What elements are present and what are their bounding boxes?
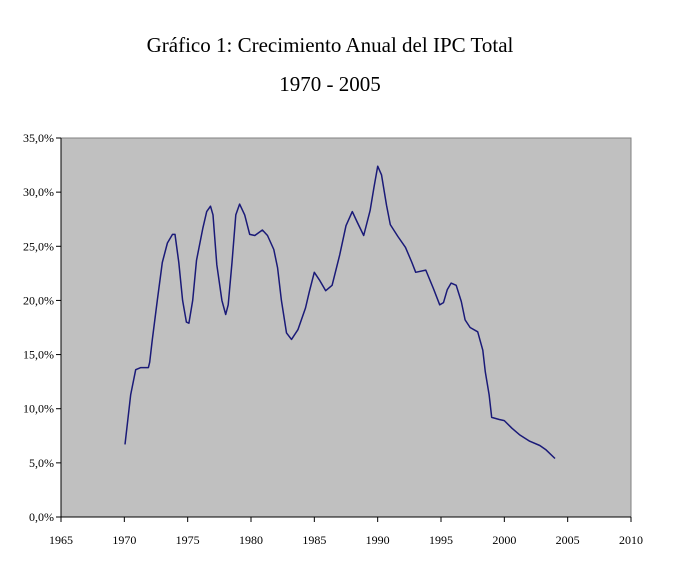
y-tick-label: 15,0% (23, 348, 54, 362)
series-line-ipc-total (124, 165, 556, 460)
y-tick-label: 25,0% (23, 239, 54, 253)
x-tick-label: 2000 (492, 533, 516, 547)
x-tick-label: 1970 (112, 533, 136, 547)
y-tick-label: 35,0% (23, 131, 54, 145)
chart-subtitle: 1970 - 2005 (279, 72, 381, 96)
y-tick-label: 10,0% (23, 402, 54, 416)
x-tick-label: 2010 (619, 533, 643, 547)
x-tick-label: 2005 (556, 533, 580, 547)
y-tick-label: 20,0% (23, 293, 54, 307)
x-tick-label: 1990 (366, 533, 390, 547)
x-tick-label: 1975 (176, 533, 200, 547)
chart-title: Gráfico 1: Crecimiento Anual del IPC Tot… (146, 33, 514, 57)
plot-area (60, 137, 632, 518)
x-tick-label: 1995 (429, 533, 453, 547)
y-tick-label: 5,0% (29, 456, 54, 470)
x-tick-label: 1965 (49, 533, 73, 547)
y-tick-label: 0,0% (29, 510, 54, 524)
x-tick-label: 1985 (302, 533, 326, 547)
y-tick-label: 30,0% (23, 185, 54, 199)
x-tick-label: 1980 (239, 533, 263, 547)
